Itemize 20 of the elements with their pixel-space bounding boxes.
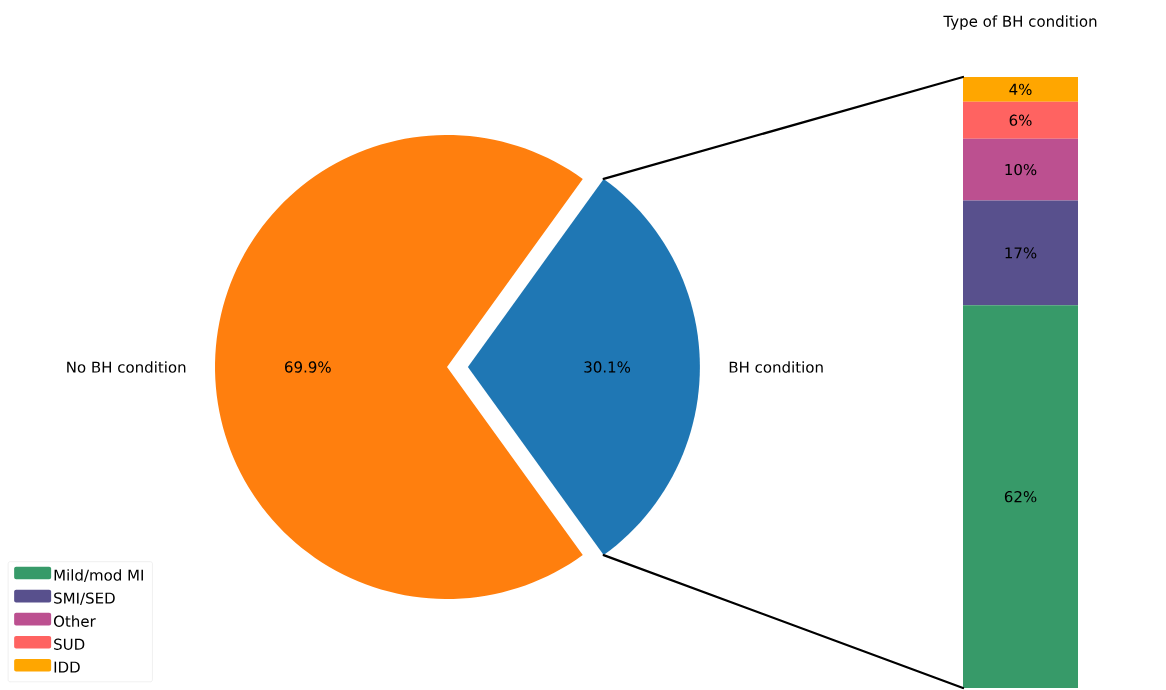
chart-title: Type of BH condition bbox=[943, 15, 1097, 30]
slice-label: BH condition bbox=[729, 361, 823, 373]
bar bbox=[963, 200, 1079, 306]
legend-label: Other bbox=[53, 615, 96, 627]
data-label: 69.9% bbox=[285, 361, 331, 373]
slice-label: No BH condition bbox=[67, 361, 186, 373]
bar bbox=[963, 101, 1079, 139]
data-label: 10% bbox=[1005, 163, 1037, 176]
data-label: 30.1% bbox=[584, 361, 631, 373]
legend-label: Mild/mod MI bbox=[54, 569, 143, 582]
bar bbox=[963, 77, 1079, 102]
data-label: 4% bbox=[1009, 83, 1032, 96]
legend-label: IDD bbox=[54, 661, 80, 673]
legend-label: SUD bbox=[54, 638, 85, 650]
data-label: 62% bbox=[1004, 491, 1037, 503]
bar bbox=[963, 138, 1079, 201]
data-label: 6% bbox=[1009, 114, 1032, 126]
data-label: 17% bbox=[1005, 247, 1037, 259]
legend-label: SMI/SED bbox=[54, 592, 115, 605]
bar bbox=[963, 305, 1079, 688]
